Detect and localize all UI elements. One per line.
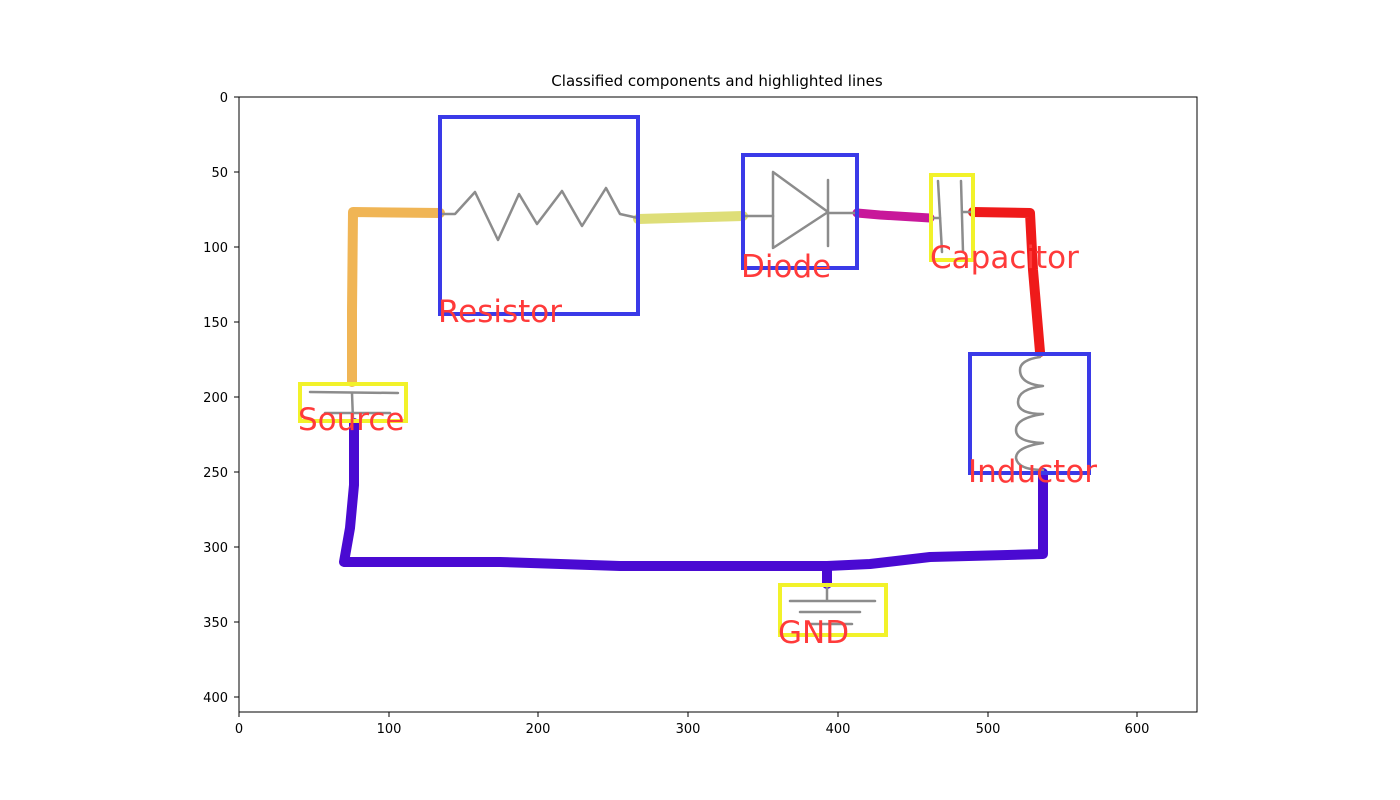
wire-source-to-resistor: [347, 207, 445, 387]
x-tick-label: 500: [976, 722, 1001, 737]
bbox-diode: [741, 153, 859, 270]
y-tick-label: 0: [220, 91, 228, 106]
bbox-resistor: [438, 115, 640, 316]
bbox-inductor: [968, 352, 1091, 475]
component-symbols: [308, 170, 1045, 626]
label-inductor: Inductor: [968, 454, 1097, 490]
x-tick-label: 400: [826, 722, 851, 737]
x-tick-label: 100: [377, 722, 402, 737]
resistor-symbol: [438, 186, 640, 242]
figure-title: Classified components and highlighted li…: [551, 72, 883, 90]
capacitor-symbol: [928, 179, 975, 254]
x-tick-label: 600: [1125, 722, 1150, 737]
label-diode: Diode: [741, 249, 831, 285]
y-axis: [234, 96, 239, 698]
y-tick-label: 200: [203, 391, 228, 406]
label-source: Source: [298, 402, 404, 438]
x-tick-label: 300: [676, 722, 701, 737]
plot-frame: [238, 96, 1198, 713]
label-gnd: GND: [778, 615, 849, 651]
y-tick-label: 100: [203, 241, 228, 256]
wire-ground-loop: [339, 418, 1048, 571]
wires: [339, 207, 1048, 589]
bbox-source: [298, 382, 408, 423]
x-tick-labels: 0 100 200 300 400 500 600: [235, 722, 1150, 737]
source-symbol: [308, 390, 400, 422]
x-tick-label: 200: [526, 722, 551, 737]
bbox-capacitor: [929, 173, 975, 262]
x-axis: [238, 712, 1138, 717]
x-tick-label: 0: [235, 722, 243, 737]
y-tick-label: 150: [203, 316, 228, 331]
diode-symbol: [741, 170, 859, 250]
y-tick-label: 250: [203, 466, 228, 481]
inductor-symbol: [1014, 355, 1045, 472]
y-tick-label: 350: [203, 616, 228, 631]
y-tick-label: 400: [203, 691, 228, 706]
bbox-gnd: [778, 583, 888, 637]
label-resistor: Resistor: [438, 294, 562, 330]
bounding-boxes: [298, 115, 1091, 637]
wire-capacitor-to-inductor: [968, 207, 1045, 357]
y-tick-label: 300: [203, 541, 228, 556]
y-tick-labels: 0 50 100 150 200 250 300 350 400: [203, 91, 228, 706]
component-labels: Resistor Diode Capacitor Inductor Source…: [298, 240, 1097, 651]
wire-diode-to-capacitor: [852, 208, 935, 223]
wire-resistor-to-diode: [633, 211, 748, 224]
y-tick-label: 50: [211, 166, 228, 181]
label-capacitor: Capacitor: [930, 240, 1079, 276]
